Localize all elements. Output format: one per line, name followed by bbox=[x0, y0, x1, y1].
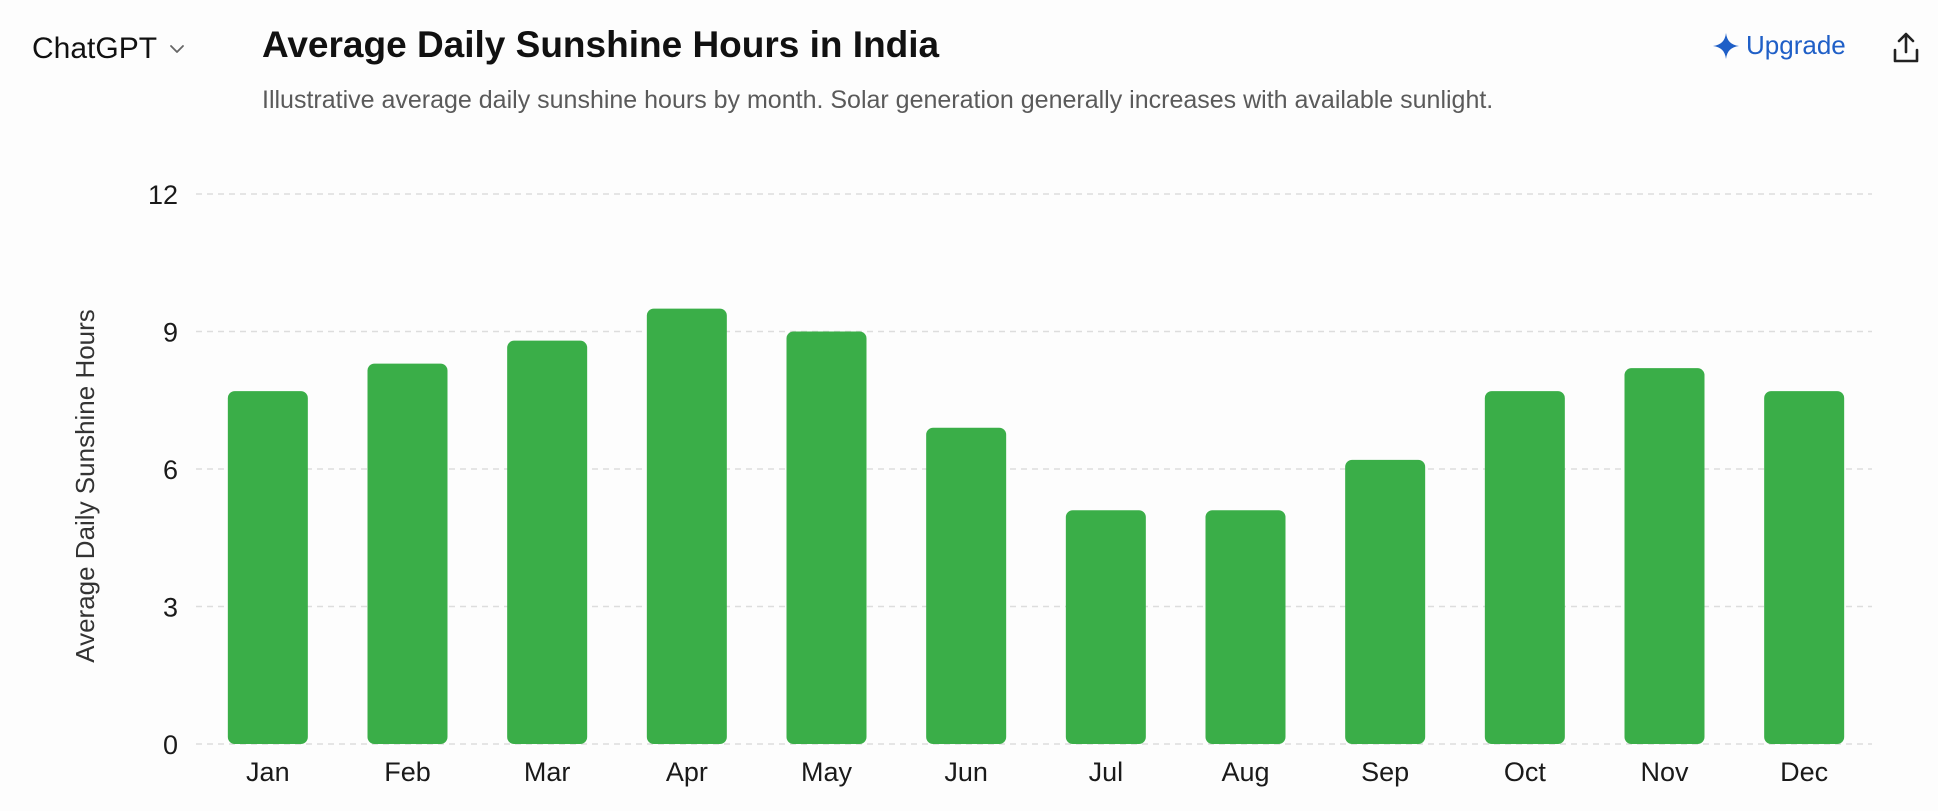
x-tick-label: Jun bbox=[944, 757, 988, 787]
y-axis-ticks: 0 3 6 9 12 bbox=[148, 180, 178, 760]
x-tick-label: Oct bbox=[1504, 757, 1547, 787]
x-tick-label: May bbox=[801, 757, 853, 787]
share-icon bbox=[1893, 32, 1919, 63]
gridlines bbox=[196, 193, 1872, 745]
y-tick-label: 0 bbox=[163, 730, 178, 760]
y-tick-label: 6 bbox=[163, 455, 178, 485]
bar-aug bbox=[1205, 510, 1286, 744]
x-tick-label: Jan bbox=[246, 757, 290, 787]
x-tick-label: Mar bbox=[524, 757, 571, 787]
x-tick-label: Aug bbox=[1221, 757, 1269, 787]
bar-jun bbox=[926, 427, 1007, 744]
share-button[interactable] bbox=[1890, 30, 1922, 66]
bar-may bbox=[786, 331, 867, 744]
bar-jan bbox=[227, 391, 308, 744]
bar-dec bbox=[1764, 391, 1845, 744]
chart-title: Average Daily Sunshine Hours in India bbox=[262, 24, 940, 65]
upgrade-button[interactable]: Upgrade bbox=[1712, 30, 1846, 61]
bar-sep bbox=[1345, 459, 1426, 744]
x-tick-label: Dec bbox=[1780, 757, 1828, 787]
bars bbox=[227, 308, 1845, 744]
app-switcher[interactable]: ChatGPT bbox=[32, 32, 187, 66]
upgrade-label: Upgrade bbox=[1746, 30, 1846, 60]
x-tick-label: Nov bbox=[1640, 757, 1689, 787]
bar-apr bbox=[646, 308, 727, 744]
x-axis-ticks: Jan Feb Mar Apr May Jun Jul Aug Sep Oct Nov Dec bbox=[246, 757, 1828, 787]
bar-feb bbox=[367, 363, 448, 744]
x-tick-label: Sep bbox=[1361, 757, 1409, 787]
y-tick-label: 9 bbox=[163, 318, 178, 348]
bar-oct bbox=[1484, 391, 1565, 744]
app-name: ChatGPT bbox=[32, 32, 158, 65]
y-tick-label: 12 bbox=[148, 180, 178, 210]
y-tick-label: 3 bbox=[163, 593, 178, 623]
bar-nov bbox=[1624, 368, 1705, 744]
bar-mar bbox=[507, 340, 588, 744]
x-tick-label: Apr bbox=[666, 757, 708, 787]
x-tick-label: Jul bbox=[1089, 757, 1124, 787]
chart-subtitle: Illustrative average daily sunshine hour… bbox=[262, 86, 1494, 114]
x-tick-label: Feb bbox=[384, 757, 431, 787]
bar-jul bbox=[1065, 510, 1146, 744]
y-axis-title: Average Daily Sunshine Hours bbox=[70, 309, 100, 663]
sparkle-icon bbox=[1713, 32, 1739, 59]
chevron-down-icon bbox=[170, 45, 184, 53]
